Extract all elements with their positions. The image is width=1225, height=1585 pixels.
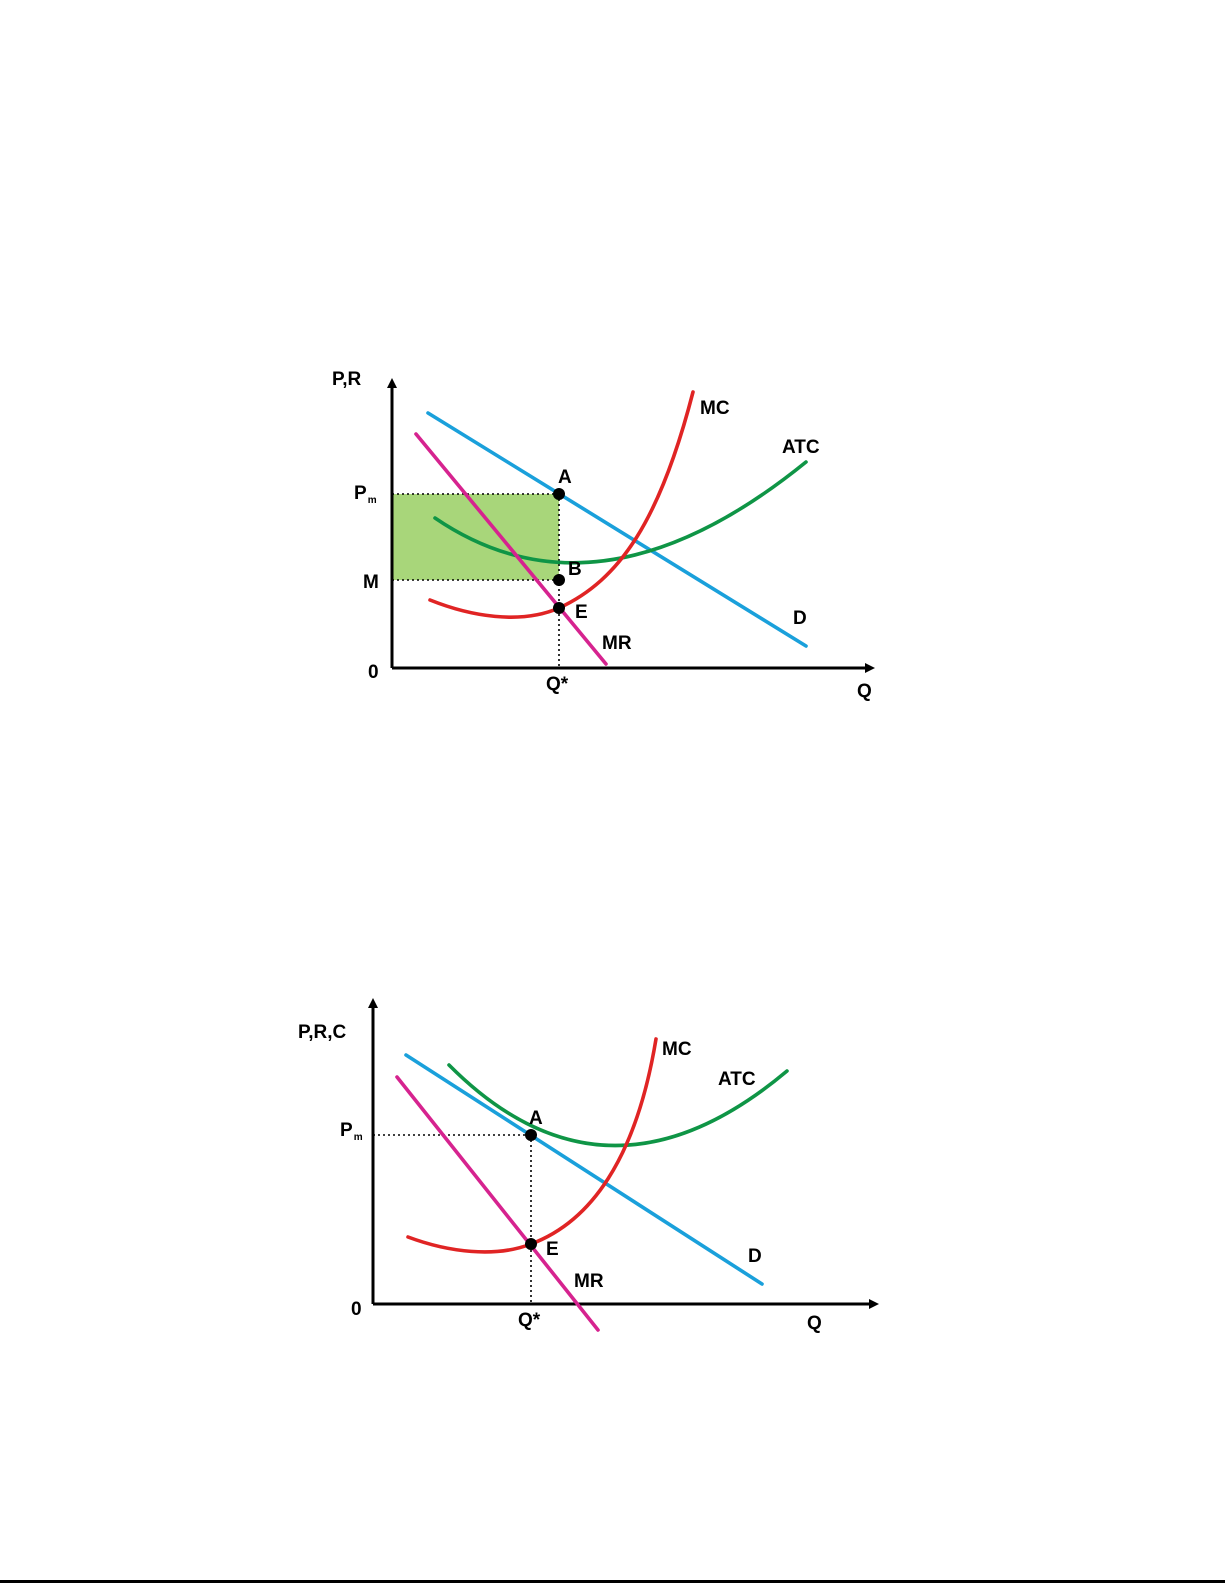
price-label-sub: m [354,1132,363,1143]
mr-label: MR [574,1271,604,1292]
diagram-bottom: P,R,C Q 0 Pm Q* A E MC ATC D MR [298,998,879,1334]
price-label: Pm [340,1120,363,1143]
point-a-marker [553,488,565,500]
demand-label: D [793,608,807,629]
mc-curve [406,1037,658,1254]
diagram-top: P,R Q 0 Pm M Q* A B E MC ATC D MR [332,369,875,702]
point-e-label: E [546,1239,559,1260]
y-axis-label: P,R [332,369,362,390]
point-e-marker [553,602,565,614]
mc-curve [428,390,695,619]
price-label-main: P [340,1120,353,1141]
point-a-marker [525,1129,537,1141]
point-b-label: B [568,559,582,580]
demand-label: D [748,1246,762,1267]
mr-curve [395,1075,600,1332]
x-axis-label: Q [857,681,872,702]
mc-label: MC [700,398,730,419]
atc-label: ATC [718,1069,756,1090]
atc-curve [433,460,808,565]
mr-label: MR [602,633,632,654]
point-e-label: E [575,602,588,623]
demand-curve [426,411,808,648]
price-label-main: P [354,483,367,504]
quantity-label: Q* [546,674,569,695]
quantity-label: Q* [518,1310,541,1331]
cost-level-label: M [363,572,379,593]
atc-curve [447,1063,789,1148]
point-b-marker [553,574,565,586]
y-axis-label: P,R,C [298,1022,347,1043]
origin-label: 0 [351,1299,362,1320]
price-label: Pm [354,483,377,506]
price-label-sub: m [368,495,377,506]
point-a-label: A [529,1108,543,1129]
demand-curve [404,1053,764,1286]
mr-curve [414,432,608,666]
page-bottom-rule [0,1580,1225,1583]
origin-label: 0 [368,662,379,683]
point-e-marker [525,1238,537,1250]
atc-label: ATC [782,437,820,458]
point-a-label: A [558,467,572,488]
mc-label: MC [662,1039,692,1060]
x-axis-label: Q [807,1313,822,1334]
